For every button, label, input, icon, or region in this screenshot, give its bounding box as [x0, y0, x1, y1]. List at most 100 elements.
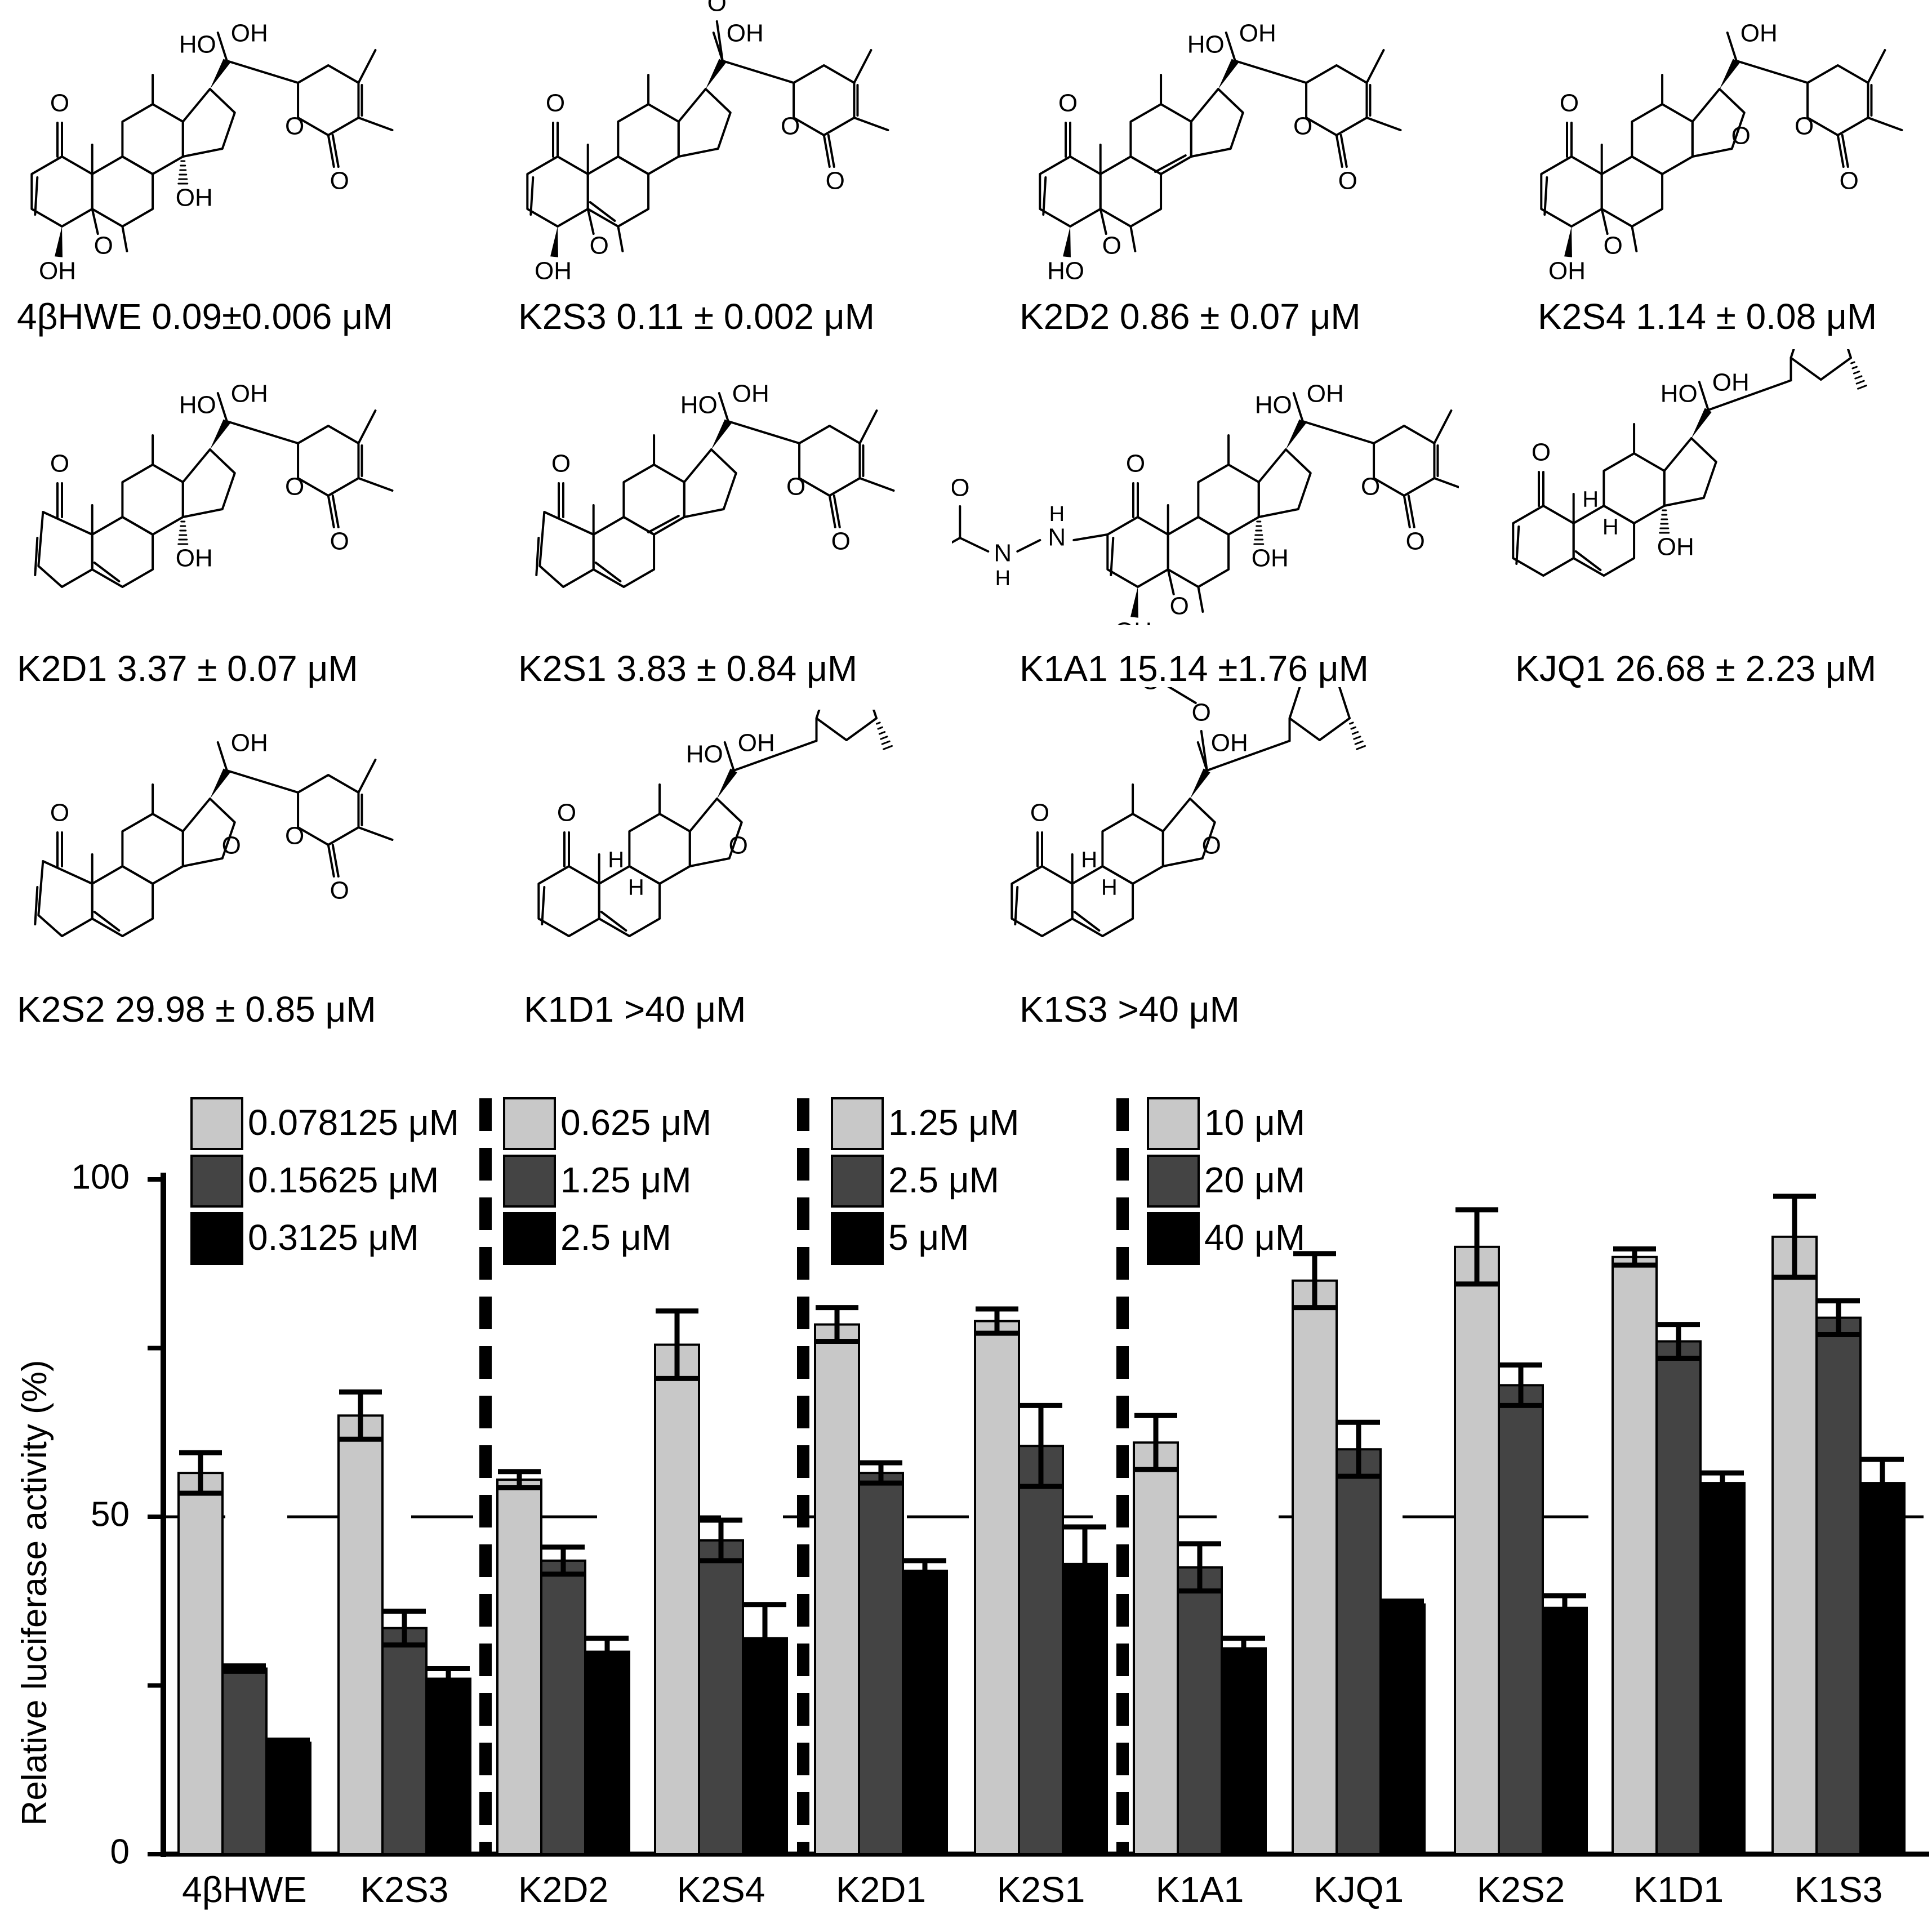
bond: [357, 759, 377, 794]
bond: [952, 537, 961, 544]
bond: [1698, 381, 1710, 411]
atom-label: O: [1840, 167, 1859, 195]
legend-swatch: [190, 1097, 243, 1150]
compound-caption: K1D1 >40 μM: [524, 989, 746, 1030]
ring-bond: [1789, 349, 1853, 381]
bar-K1A1-0: [1133, 1441, 1179, 1855]
bar-K1A1-2: [1221, 1647, 1267, 1855]
hashed-bond: [1353, 736, 1361, 740]
structure-k2d2: O O HO HO OH O O: [1020, 23, 1414, 287]
bond: [858, 409, 878, 444]
bar-K2S1-1: [1018, 1445, 1064, 1855]
bond: [1205, 740, 1291, 772]
ring-bond: [1197, 464, 1260, 536]
atom-label: OH: [727, 20, 764, 47]
atom-label: O: [330, 877, 349, 905]
bond: [727, 420, 801, 444]
atom-label: OH: [39, 257, 76, 285]
legend-label: 1.25 μM: [888, 1102, 1020, 1143]
bond: [1836, 134, 1845, 168]
ring-bond: [688, 798, 743, 867]
x-tick-label: K2S2: [1477, 1869, 1565, 1910]
bond: [529, 176, 535, 216]
bond: [1515, 525, 1520, 565]
bond: [833, 495, 841, 528]
bond: [1225, 32, 1236, 62]
ring-bond: [1010, 865, 1074, 937]
legend-swatch: [190, 1212, 243, 1265]
ring-bond: [592, 516, 656, 588]
wedge-bond: [1190, 768, 1210, 799]
x-tick-label: K2D2: [518, 1869, 608, 1910]
bond: [357, 477, 394, 492]
ring-bond: [91, 516, 154, 588]
bond: [91, 208, 99, 235]
legend-label: 1.25 μM: [560, 1160, 692, 1200]
atom-label: HO: [179, 391, 216, 419]
atom-label: OH: [738, 729, 775, 757]
atom-label: O: [1361, 473, 1380, 501]
atom-label: O: [1202, 832, 1221, 859]
ring-bond: [1190, 88, 1244, 158]
atom-label: OH: [1239, 23, 1276, 47]
ring-bond: [628, 813, 691, 885]
atom-label: OH: [1115, 618, 1152, 625]
bond: [718, 392, 729, 422]
bar-K2S2-2: [1542, 1606, 1588, 1855]
legend-swatch: [1147, 1155, 1200, 1208]
ring-bond: [815, 710, 878, 741]
bond: [853, 49, 872, 84]
bar-K2S2-1: [1498, 1384, 1544, 1855]
bond: [732, 740, 818, 772]
molecule-drawing: OOOHOOOOHH: [1010, 687, 1393, 937]
ring-bond: [1257, 448, 1312, 518]
compound-caption: 4βHWE 0.09±0.006 μM: [17, 296, 393, 337]
wedge-bond: [1691, 408, 1712, 438]
wedge-bond: [1063, 226, 1071, 257]
wedge-bond: [1218, 59, 1239, 89]
atom-label: O: [285, 822, 304, 850]
atom-label: OH: [732, 383, 769, 408]
wedge-bond: [210, 419, 230, 449]
atom-label: O: [826, 167, 845, 195]
atom-label: O: [1102, 232, 1121, 260]
ring-bond: [622, 464, 685, 536]
atom-label: H: [1101, 875, 1118, 900]
bond: [225, 769, 300, 794]
ring-bond: [1373, 425, 1436, 497]
ring-bond: [297, 64, 360, 136]
bond: [121, 225, 128, 252]
bond: [1301, 420, 1375, 444]
ring-bond: [1039, 155, 1102, 228]
atom-label: H: [1049, 502, 1065, 526]
legend-label: 10 μM: [1204, 1102, 1305, 1143]
ring-bond: [1663, 437, 1717, 507]
ring-bond: [1167, 516, 1230, 588]
bar-K2S3-1: [381, 1627, 428, 1855]
ring-bond: [181, 448, 236, 518]
hashed-bond: [1356, 745, 1366, 750]
ring-bond: [1600, 155, 1664, 228]
ring-bond: [677, 88, 732, 158]
ring-bond: [1129, 103, 1192, 175]
bond: [93, 562, 121, 582]
atom-label: OH: [176, 545, 213, 572]
bar-K1D1-0: [1612, 1255, 1658, 1855]
bar-4βHWE-1: [221, 1667, 268, 1856]
structure-k2d1: O OH HO OH O O: [11, 383, 406, 620]
bar-K2S1-0: [974, 1320, 1020, 1855]
bond: [225, 420, 300, 444]
bar-KJQ1-1: [1336, 1448, 1382, 1855]
bar-K2S3-2: [425, 1677, 471, 1856]
bond: [225, 60, 300, 84]
ring-bond: [1806, 64, 1869, 136]
bond: [1339, 134, 1348, 168]
bond: [327, 844, 335, 878]
legend-label: 0.3125 μM: [248, 1217, 419, 1258]
atom-label: O: [1126, 450, 1145, 478]
wedge-bond: [210, 59, 230, 89]
compound-caption: K2S4 1.14 ± 0.08 μM: [1538, 296, 1877, 337]
bar-K2S2-0: [1454, 1245, 1500, 1855]
